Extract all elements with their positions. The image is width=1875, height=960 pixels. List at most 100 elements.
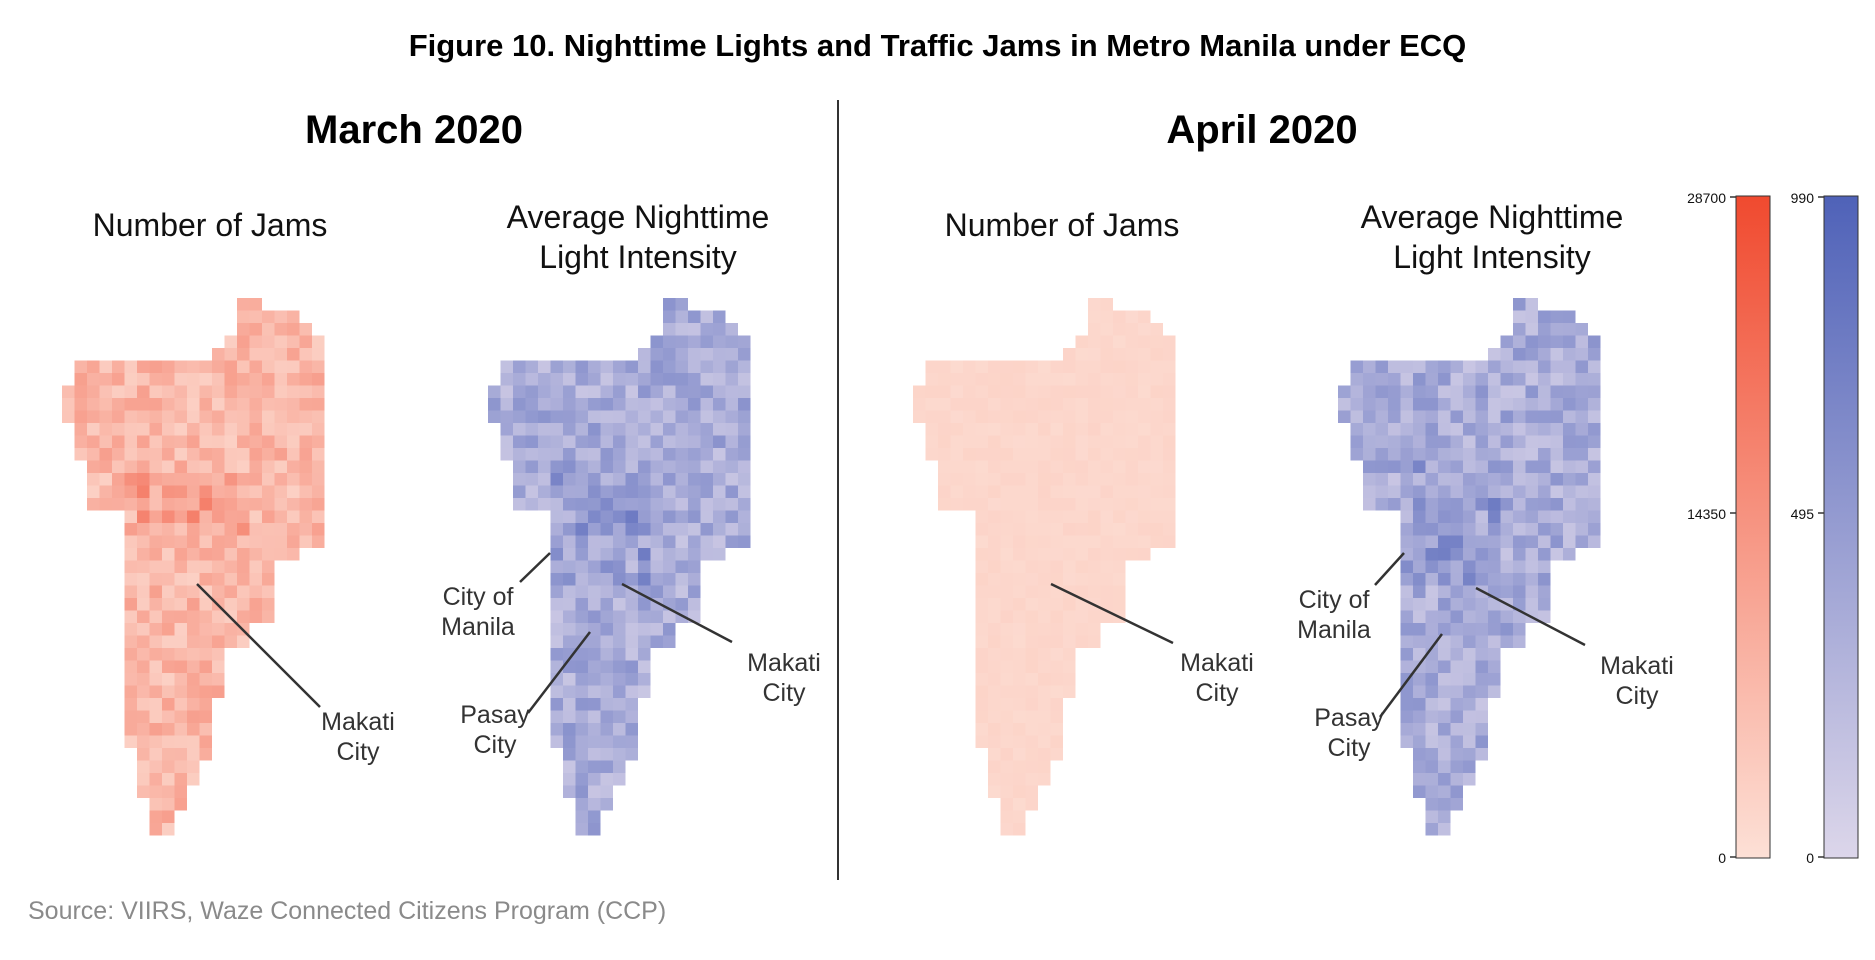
map-cell xyxy=(963,473,976,486)
map-cell xyxy=(312,535,325,548)
map-cell xyxy=(1538,560,1551,573)
map-cell xyxy=(262,598,275,611)
map-cell xyxy=(174,460,187,473)
map-cell xyxy=(663,423,676,436)
map-cell xyxy=(299,435,312,448)
map-cell xyxy=(1013,823,1026,836)
map-cell xyxy=(274,410,287,423)
map-cell xyxy=(1450,760,1463,773)
map-cell xyxy=(600,573,613,586)
map-cell xyxy=(237,435,250,448)
map-cell xyxy=(74,448,87,461)
map-cell xyxy=(1588,335,1601,348)
map-cell xyxy=(1063,560,1076,573)
map-cell xyxy=(638,523,651,536)
map-cell xyxy=(713,348,726,361)
map-cell xyxy=(174,573,187,586)
map-cell xyxy=(1425,360,1438,373)
map-cell xyxy=(1438,810,1451,823)
map-cell xyxy=(1588,435,1601,448)
map-jams-april xyxy=(913,298,1176,836)
map-cell xyxy=(1063,510,1076,523)
map-cell xyxy=(1475,360,1488,373)
map-cell xyxy=(1438,373,1451,386)
map-cell xyxy=(1088,323,1101,336)
map-cell xyxy=(1100,310,1113,323)
map-cell xyxy=(212,435,225,448)
map-cell xyxy=(149,785,162,798)
map-cell xyxy=(1100,298,1113,311)
map-cell xyxy=(212,648,225,661)
map-cell xyxy=(950,410,963,423)
map-cell xyxy=(124,423,137,436)
map-cell xyxy=(613,460,626,473)
map-cell xyxy=(650,473,663,486)
map-cell xyxy=(1063,473,1076,486)
map-cell xyxy=(563,735,576,748)
map-cell xyxy=(1350,423,1363,436)
map-cell xyxy=(663,360,676,373)
map-cell xyxy=(1500,435,1513,448)
map-cell xyxy=(588,448,601,461)
map-cell xyxy=(124,460,137,473)
map-cell xyxy=(224,585,237,598)
map-cell xyxy=(174,698,187,711)
map-cell xyxy=(550,510,563,523)
map-cell xyxy=(600,698,613,711)
map-cell xyxy=(688,560,701,573)
map-cell xyxy=(563,585,576,598)
map-cell xyxy=(1063,523,1076,536)
map-cell xyxy=(1088,298,1101,311)
map-cell xyxy=(74,373,87,386)
map-cell xyxy=(1388,360,1401,373)
map-cell xyxy=(199,498,212,511)
map-cell xyxy=(1025,685,1038,698)
map-cell xyxy=(1488,610,1501,623)
map-cell xyxy=(1000,810,1013,823)
map-cell xyxy=(1488,685,1501,698)
map-cell xyxy=(1075,610,1088,623)
map-cell xyxy=(1588,348,1601,361)
map-cell xyxy=(1575,473,1588,486)
map-cell xyxy=(199,385,212,398)
map-cell xyxy=(1125,523,1138,536)
map-cell xyxy=(1438,448,1451,461)
map-cell xyxy=(638,373,651,386)
map-cell xyxy=(174,610,187,623)
map-cell xyxy=(1075,348,1088,361)
map-cell xyxy=(1088,310,1101,323)
map-cell xyxy=(1063,610,1076,623)
map-cell xyxy=(137,598,150,611)
map-cell xyxy=(212,635,225,648)
map-cell xyxy=(274,310,287,323)
map-cell xyxy=(1500,623,1513,636)
map-cell xyxy=(1025,485,1038,498)
map-cell xyxy=(500,423,513,436)
map-cell xyxy=(1000,510,1013,523)
map-cell xyxy=(575,710,588,723)
map-cell xyxy=(299,410,312,423)
map-cell xyxy=(174,535,187,548)
map-cell xyxy=(1075,573,1088,586)
map-cell xyxy=(1575,535,1588,548)
map-cell xyxy=(312,398,325,411)
map-cell xyxy=(1488,448,1501,461)
panel-title-lights-march: Average Nighttime Light Intensity xyxy=(428,197,848,277)
map-cell xyxy=(575,548,588,561)
map-cell xyxy=(124,573,137,586)
map-cell xyxy=(1138,535,1151,548)
map-cell xyxy=(199,410,212,423)
map-cell xyxy=(1013,660,1026,673)
map-cell xyxy=(1100,523,1113,536)
map-cell xyxy=(1563,510,1576,523)
map-cell xyxy=(224,398,237,411)
map-cell xyxy=(1488,348,1501,361)
map-cell xyxy=(1525,473,1538,486)
map-cell xyxy=(187,710,200,723)
map-cell xyxy=(575,610,588,623)
map-cell xyxy=(500,435,513,448)
map-cell xyxy=(287,360,300,373)
map-cell xyxy=(650,560,663,573)
map-cell xyxy=(1488,660,1501,673)
map-cell xyxy=(1525,310,1538,323)
